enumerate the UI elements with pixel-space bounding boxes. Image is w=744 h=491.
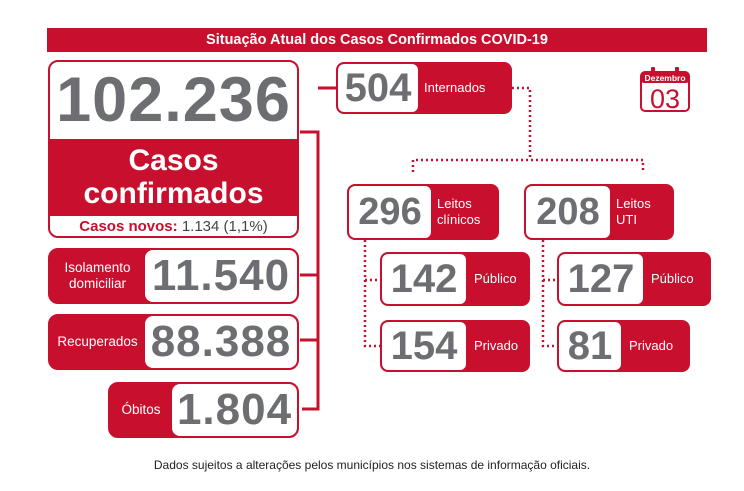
total-cases-label: Casos confirmados xyxy=(50,139,297,216)
solid-connector xyxy=(300,86,336,411)
isolation-label-line1: Isolamento xyxy=(64,260,131,275)
total-cases-value: 102.236 xyxy=(56,65,291,135)
new-cases: Casos novos: 1.134 (1,1%) xyxy=(50,218,297,236)
clinical-private-label: Privado xyxy=(474,338,519,353)
clinical-beds-label: Leitos clínicos xyxy=(437,186,480,238)
hospitalized-label: Internados xyxy=(424,80,486,95)
icu-label-line2: UTI xyxy=(616,212,637,227)
clinical-private-value: 154 xyxy=(382,322,466,370)
isolation-value: 11.540 xyxy=(145,250,297,302)
isolation-label: Isolamento domiciliar xyxy=(50,250,145,302)
clinical-public-card: 142 Público xyxy=(380,252,530,306)
icu-public-value: 127 xyxy=(559,254,643,304)
calendar-icon: Dezembro 03 xyxy=(640,66,690,114)
deaths-value: 1.804 xyxy=(172,384,297,436)
page-title: Situação Atual dos Casos Confirmados COV… xyxy=(47,28,707,52)
clinical-beds-value: 296 xyxy=(349,186,431,238)
footer-note: Dados sujeitos a alterações pelos municí… xyxy=(153,458,591,472)
recovered-value: 88.388 xyxy=(145,316,297,368)
icu-beds-value: 208 xyxy=(526,186,610,238)
deaths-label: Óbitos xyxy=(121,402,161,417)
deaths-card: Óbitos 1.804 xyxy=(108,382,299,438)
total-cases-card: 102.236 Casos confirmados Casos novos: 1… xyxy=(48,60,299,238)
clinical-public-value: 142 xyxy=(382,254,466,304)
recovered-card: Recuperados 88.388 xyxy=(48,314,299,370)
new-cases-value: 1.134 (1,1%) xyxy=(181,218,268,235)
total-label-line1: Casos xyxy=(128,144,219,177)
calendar-month: Dezembro xyxy=(644,73,685,83)
total-label-line2: confirmados xyxy=(83,177,264,210)
clinical-private-card: 154 Privado xyxy=(380,320,530,372)
icu-public-label: Público xyxy=(651,271,694,286)
icu-private-label: Privado xyxy=(629,338,674,353)
isolation-card: Isolamento domiciliar 11.540 xyxy=(48,248,299,304)
isolation-label-line2: domiciliar xyxy=(68,276,126,291)
clinical-beds-card: 296 Leitos clínicos xyxy=(347,184,499,240)
recovered-label: Recuperados xyxy=(57,334,138,349)
hospitalized-card: 504 Internados xyxy=(336,62,512,114)
icu-private-card: 81 Privado xyxy=(557,320,690,372)
calendar-day: 03 xyxy=(650,84,680,112)
clinical-public-label: Público xyxy=(474,271,517,286)
icu-beds-card: 208 Leitos UTI xyxy=(524,184,674,240)
icu-label-line1: Leitos xyxy=(616,196,651,211)
dotted-connector xyxy=(363,86,645,348)
hospitalized-value: 504 xyxy=(338,64,418,112)
new-cases-label: Casos novos: xyxy=(79,218,178,235)
clinical-label-line1: Leitos xyxy=(437,196,472,211)
icu-beds-label: Leitos UTI xyxy=(616,186,651,238)
icu-private-value: 81 xyxy=(559,322,621,370)
icu-public-card: 127 Público xyxy=(557,252,711,306)
clinical-label-line2: clínicos xyxy=(437,212,481,227)
